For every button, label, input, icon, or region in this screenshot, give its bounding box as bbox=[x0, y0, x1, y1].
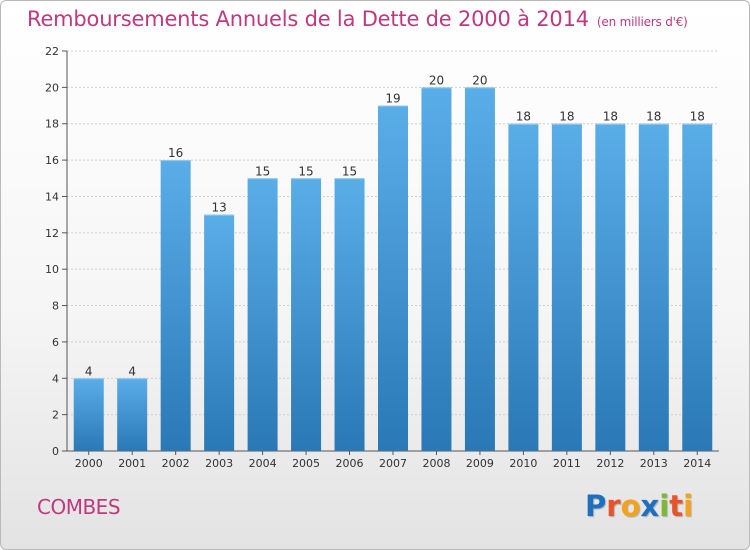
x-tick-label: 2009 bbox=[466, 457, 494, 470]
data-label: 20 bbox=[429, 73, 444, 87]
logo-letter: i bbox=[683, 489, 694, 523]
logo-letter: x bbox=[640, 489, 660, 523]
bar bbox=[160, 160, 191, 451]
bar bbox=[682, 123, 713, 452]
bar bbox=[291, 178, 322, 452]
y-tick-label: 22 bbox=[45, 45, 59, 58]
bar bbox=[464, 87, 495, 451]
bar bbox=[421, 87, 452, 451]
bar bbox=[508, 123, 539, 452]
commune-name: COMBES bbox=[37, 495, 121, 519]
data-label: 18 bbox=[646, 110, 661, 124]
y-tick-label: 0 bbox=[52, 445, 59, 458]
data-label: 18 bbox=[516, 110, 531, 124]
data-label: 20 bbox=[472, 73, 487, 87]
data-labels: 4 4 16 13 15 15 15 19 20 20 18 18 18 18 18 bbox=[85, 73, 705, 378]
data-label: 15 bbox=[298, 164, 313, 178]
data-label: 4 bbox=[128, 364, 136, 378]
data-label: 16 bbox=[168, 146, 183, 160]
data-label: 18 bbox=[690, 110, 705, 124]
data-label: 15 bbox=[342, 164, 357, 178]
data-label: 13 bbox=[211, 201, 226, 215]
bar bbox=[247, 178, 278, 452]
y-tick-label: 18 bbox=[45, 118, 59, 131]
y-tick-label: 2 bbox=[52, 409, 59, 422]
x-tick-label: 2001 bbox=[118, 457, 146, 470]
x-tick-label: 2012 bbox=[596, 457, 624, 470]
x-tick-label: 2003 bbox=[205, 457, 233, 470]
bar bbox=[595, 123, 626, 452]
chart-title: Remboursements Annuels de la Dette de 20… bbox=[27, 7, 688, 31]
data-label: 18 bbox=[559, 110, 574, 124]
x-tick-label: 2006 bbox=[336, 457, 364, 470]
logo-letter: t bbox=[669, 489, 684, 523]
y-tick-label: 10 bbox=[45, 263, 59, 276]
x-tick-label: 2000 bbox=[75, 457, 103, 470]
logo-letter: r bbox=[606, 489, 621, 523]
bar bbox=[334, 178, 365, 452]
x-tick-label: 2014 bbox=[683, 457, 711, 470]
logo-letter: i bbox=[659, 489, 670, 523]
bar bbox=[117, 378, 148, 451]
bar bbox=[204, 214, 235, 451]
logo-letter: o bbox=[620, 489, 641, 523]
bar bbox=[551, 123, 582, 452]
x-tick-label: 2013 bbox=[640, 457, 668, 470]
y-tick-label: 6 bbox=[52, 336, 59, 349]
chart-title-text: Remboursements Annuels de la Dette de 20… bbox=[27, 7, 589, 31]
x-tick-label: 2011 bbox=[553, 457, 581, 470]
x-tick-label: 2008 bbox=[422, 457, 450, 470]
y-tick-label: 16 bbox=[45, 154, 59, 167]
y-tick-label: 20 bbox=[45, 81, 59, 94]
y-tick-label: 12 bbox=[45, 227, 59, 240]
x-tick-label: 2005 bbox=[292, 457, 320, 470]
y-tick-label: 8 bbox=[52, 300, 59, 313]
data-label: 19 bbox=[385, 92, 400, 106]
y-tick-label: 4 bbox=[52, 372, 59, 385]
y-tick-label: 14 bbox=[45, 190, 59, 203]
data-label: 4 bbox=[85, 364, 93, 378]
x-tick-label: 2007 bbox=[379, 457, 407, 470]
data-label: 18 bbox=[603, 110, 618, 124]
bar bbox=[638, 123, 669, 452]
data-label: 15 bbox=[255, 164, 270, 178]
proxiti-logo[interactable]: Proxiti bbox=[585, 489, 693, 523]
x-tick-label: 2004 bbox=[249, 457, 277, 470]
bars bbox=[73, 87, 713, 452]
logo-letter: P bbox=[585, 489, 607, 523]
bar bbox=[378, 105, 408, 451]
bar bbox=[73, 378, 104, 451]
chart-unit: (en milliers d'€) bbox=[596, 15, 688, 29]
x-tick-label: 2002 bbox=[162, 457, 190, 470]
x-tick-label: 2010 bbox=[509, 457, 537, 470]
